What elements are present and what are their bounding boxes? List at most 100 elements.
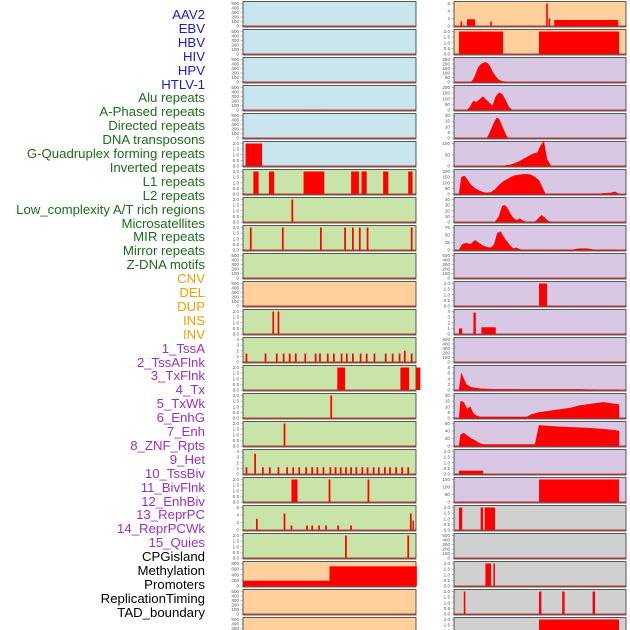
y-tick-label: 300 (442, 262, 450, 267)
track-label: Methylation (137, 563, 205, 578)
data-bar (286, 467, 288, 474)
right-panel (453, 253, 627, 280)
y-tick-label: 100 (231, 131, 239, 136)
data-bar (277, 311, 280, 334)
data-bar (351, 171, 359, 194)
y-tick-label: 1.0 (444, 516, 451, 521)
track-label: 3_TxFlnk (150, 368, 205, 384)
y-tick-label: 0.0 (233, 500, 240, 505)
y-tick-label: 400 (231, 286, 239, 291)
y-tick-label: 200 (231, 71, 239, 76)
track-label: L1 repeats (142, 173, 205, 189)
y-tick-label: 0.5 (444, 466, 451, 471)
data-bar (291, 199, 294, 222)
y-tick-label: 2 (447, 320, 450, 325)
y-tick-label: 100 (442, 485, 450, 490)
y-tick-label: 0 (236, 528, 239, 533)
y-tick-label: 0.0 (444, 584, 451, 589)
y-tick-label: 50 (445, 152, 451, 157)
data-bar (546, 3, 548, 26)
y-tick-label: 500 (231, 57, 239, 62)
y-tick-label: 2 (447, 382, 450, 387)
y-tick-label: 3 (447, 315, 450, 320)
data-bar (305, 467, 308, 474)
data-bar (275, 353, 278, 362)
y-tick-label: 100 (231, 103, 239, 108)
y-tick-label: 2 (236, 460, 239, 465)
track-label: Z-DNA motifs (126, 257, 205, 273)
y-tick-label: 0.5 (233, 410, 240, 415)
y-tick-label: 0 (447, 108, 450, 113)
y-tick-label: 15 (445, 399, 451, 404)
data-area (458, 174, 620, 195)
data-bar (319, 227, 322, 250)
y-tick-label: 400 (231, 90, 239, 95)
y-tick-label: 1.0 (233, 208, 240, 213)
y-tick-label: 0.5 (444, 522, 451, 527)
y-tick-label: 2 (236, 520, 239, 525)
y-tick-label: 1.5 (233, 175, 240, 180)
y-tick-label: 800 (231, 561, 239, 566)
y-tick-label: 100 (442, 551, 450, 556)
y-tick-label: 0 (447, 332, 450, 337)
y-tick-label: 5 (447, 130, 450, 135)
y-tick-label: 1.5 (233, 315, 240, 320)
data-bar (490, 21, 492, 26)
track-label: 8_ZNF_Rpts (130, 437, 205, 453)
left-panel (242, 85, 417, 112)
y-tick-label: 200 (231, 99, 239, 104)
y-tick-label: 0 (447, 276, 450, 281)
track-label: Mirror repeats (122, 243, 205, 259)
y-tick-label: 50 (445, 75, 451, 80)
data-bar (254, 453, 256, 474)
y-tick-label: 200 (231, 267, 239, 272)
y-tick-label: 50 (445, 186, 451, 191)
data-bar (339, 467, 342, 474)
y-tick-label: 1.0 (233, 488, 240, 493)
y-tick-label: 0.5 (233, 438, 240, 443)
y-tick-label: 0 (447, 220, 450, 225)
y-tick-label: 1 (236, 354, 239, 359)
left-panel (242, 365, 417, 392)
y-tick-label: 150 (442, 477, 450, 482)
y-tick-label: 0 (236, 52, 239, 57)
data-bar (272, 311, 275, 334)
y-tick-label: 500 (231, 617, 239, 622)
y-tick-label: 75 (445, 225, 451, 230)
data-bar (361, 171, 367, 194)
y-tick-label: 2.0 (233, 169, 240, 174)
data-bar (334, 467, 337, 474)
y-tick-label: 500 (442, 253, 450, 258)
data-bar (322, 467, 325, 474)
y-tick-label: 1.0 (233, 236, 240, 241)
track-label: 9_Het (169, 451, 205, 467)
data-bar (539, 283, 547, 306)
data-bar (372, 467, 375, 474)
data-bar (459, 31, 503, 54)
y-tick-label: 0 (447, 360, 450, 365)
data-bar (262, 467, 264, 474)
data-bar (245, 353, 248, 362)
left-panel (242, 225, 417, 252)
data-bar (283, 423, 286, 446)
data-bar (253, 171, 259, 194)
y-tick-label: 0.0 (233, 444, 240, 449)
y-tick-label: 400 (231, 258, 239, 263)
track-label: 6_EnhG (156, 410, 205, 426)
track-label: DUP (177, 298, 205, 314)
y-tick-label: 2.0 (444, 281, 451, 286)
track-label: 14_ReprPCWk (117, 521, 205, 537)
y-tick-label: 0.0 (444, 304, 451, 309)
y-tick-label: 0.5 (233, 158, 240, 163)
data-bar (340, 353, 343, 362)
data-bar (400, 367, 410, 390)
data-bar (403, 350, 406, 362)
data-area (470, 61, 508, 83)
right-panel (453, 365, 627, 392)
y-tick-label: 10 (445, 214, 451, 219)
y-tick-label: 0.5 (233, 186, 240, 191)
y-tick-label: 0.0 (444, 52, 451, 57)
left-panel (242, 1, 417, 28)
y-tick-label: 1.0 (444, 40, 451, 45)
